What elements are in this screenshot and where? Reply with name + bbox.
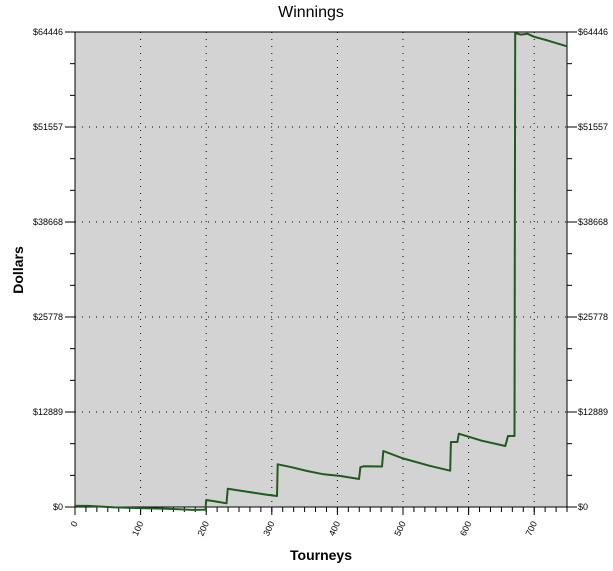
y-tick-label-right: $25778 [578, 312, 608, 322]
y-tick-label-left: $51557 [33, 122, 63, 132]
y-axis-label: Dollars [10, 246, 26, 294]
gridlines [75, 32, 567, 507]
y-tick-label-left: $25778 [33, 312, 63, 322]
y-tick-label-right: $0 [578, 502, 588, 512]
y-tick-label-left: $12889 [33, 407, 63, 417]
x-tick-label: 0 [69, 520, 80, 529]
series-layer [75, 32, 568, 511]
plot-area [74, 31, 568, 508]
x-tick-label: 600 [458, 520, 473, 538]
x-tick-label: 200 [196, 520, 211, 538]
x-tick-label: 400 [327, 520, 342, 538]
x-tick-label: 500 [392, 520, 407, 538]
x-tick-label: 700 [524, 520, 539, 538]
y-tick-label-right: $12889 [578, 407, 608, 417]
y-tick-label-right: $64446 [578, 27, 608, 37]
x-tick-label: 300 [261, 520, 276, 538]
x-tick-label: 100 [130, 520, 145, 538]
y-tick-label-right: $38668 [578, 217, 608, 227]
x-axis-label: Tourneys [290, 547, 352, 563]
y-tick-label-left: $0 [53, 502, 63, 512]
winnings-line [75, 32, 568, 511]
chart-title: Winnings [278, 4, 344, 21]
y-tick-label-left: $64446 [33, 27, 63, 37]
y-tick-label-right: $51557 [578, 122, 608, 132]
y-tick-label-left: $38668 [33, 217, 63, 227]
